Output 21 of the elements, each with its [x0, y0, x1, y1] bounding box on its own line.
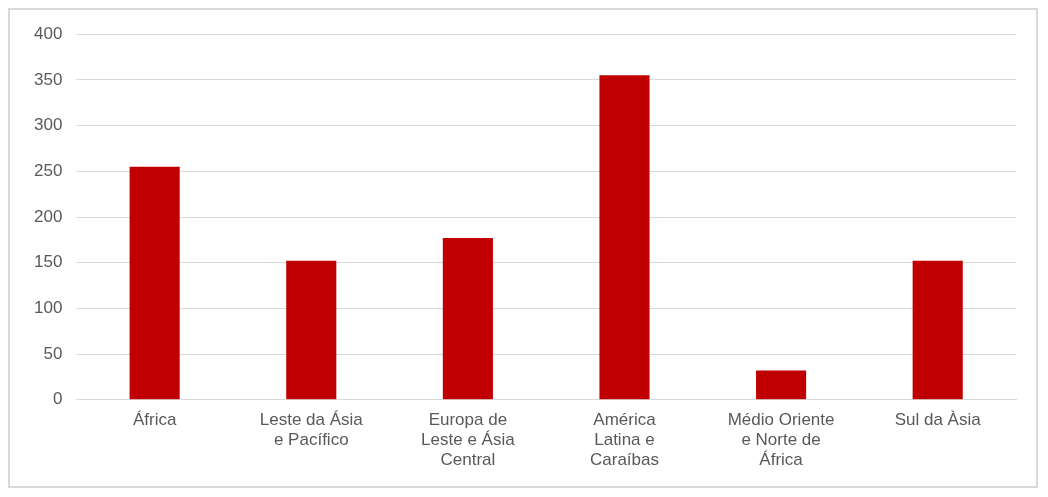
y-tick-label: 150	[33, 252, 63, 272]
y-tick-label: 0	[52, 389, 63, 409]
x-tick-label: América Latina e Caraíbas	[589, 409, 659, 470]
x-tick-label: Leste da Ásia e Pacífico	[259, 409, 364, 450]
bar	[599, 75, 650, 400]
y-tick-label: 350	[33, 69, 63, 89]
bar	[756, 370, 807, 400]
y-tick-label: 400	[33, 23, 63, 43]
y-tick-label: 200	[33, 206, 63, 226]
bar	[286, 260, 337, 400]
bar	[912, 260, 963, 400]
x-tick-label: África	[132, 409, 177, 429]
bar	[442, 238, 493, 400]
y-tick-label: 250	[33, 160, 63, 180]
x-tick-label: Médio Oriente e Norte de África	[727, 409, 835, 470]
y-tick-label: 100	[33, 298, 63, 318]
x-tick-label: Sul da Àsia	[894, 409, 982, 429]
y-tick-label: 300	[33, 115, 63, 135]
bar	[129, 166, 180, 400]
y-tick-label: 50	[43, 343, 63, 363]
x-tick-label: Europa de Leste e Ásia Central	[421, 409, 516, 470]
